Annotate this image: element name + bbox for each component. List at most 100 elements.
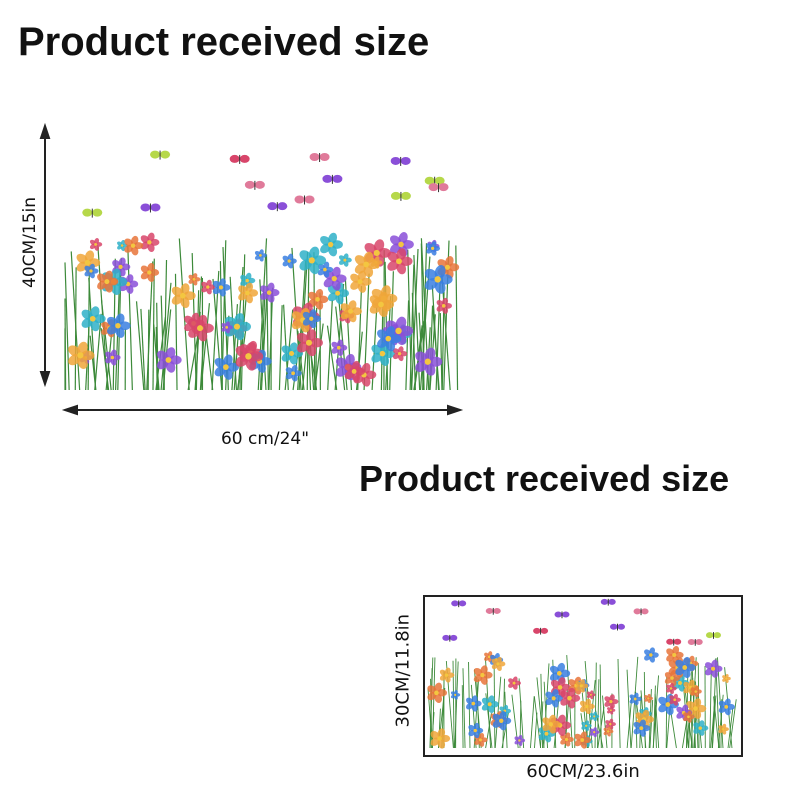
flower [344, 360, 366, 383]
petal [110, 349, 117, 358]
flower [427, 682, 448, 704]
flower [338, 253, 352, 267]
wing [322, 174, 333, 183]
petal [683, 716, 689, 722]
flower [683, 710, 695, 723]
stem [432, 306, 440, 391]
petal [344, 353, 355, 367]
stem [435, 276, 441, 391]
flower [718, 723, 729, 735]
flower-center [424, 358, 431, 365]
petal [188, 274, 195, 280]
flower-center [165, 357, 172, 363]
flower-center [192, 277, 196, 281]
petal [424, 347, 436, 362]
petal [579, 700, 587, 708]
petal [574, 733, 583, 741]
flower [439, 667, 455, 683]
petal [291, 364, 298, 373]
petal [512, 676, 518, 683]
petal [676, 711, 684, 719]
title-small: Product received size [359, 458, 730, 499]
flower [285, 364, 302, 382]
stem [518, 678, 525, 749]
flower [466, 695, 482, 712]
stem [326, 325, 338, 391]
flower-center [104, 279, 110, 285]
flower [212, 278, 231, 297]
width-label-large: 60 cm/24" [220, 429, 310, 449]
flower [260, 282, 280, 303]
flower [124, 235, 144, 256]
flower [675, 656, 696, 679]
petal [390, 235, 402, 246]
wing [140, 203, 151, 212]
petal [105, 356, 113, 364]
title-large: Product received size [18, 20, 430, 64]
flower [320, 232, 343, 257]
flower [450, 690, 461, 700]
flower [633, 719, 651, 737]
petal [214, 357, 227, 369]
petal [560, 697, 570, 706]
flower-center [556, 671, 562, 676]
flower-center [548, 722, 553, 727]
petal [718, 700, 727, 708]
flower [669, 693, 681, 706]
petal [605, 720, 611, 725]
petal [557, 662, 566, 674]
petal [234, 313, 245, 327]
flower-center [335, 290, 341, 296]
petal [331, 341, 339, 349]
flower [722, 674, 731, 683]
flower-center [223, 364, 229, 370]
petal [439, 669, 447, 676]
petal [350, 273, 361, 283]
petal [238, 285, 248, 294]
petal [245, 282, 253, 293]
petal [343, 253, 349, 260]
stem [152, 258, 155, 391]
petal [609, 694, 615, 702]
stem [439, 313, 443, 391]
stem [146, 261, 154, 391]
stem [411, 248, 419, 391]
flower-center [672, 652, 677, 658]
height-label-large: 40CM/15in [20, 196, 40, 288]
flower-center [551, 696, 556, 701]
petal [84, 270, 92, 277]
flower-center [499, 718, 504, 723]
flower-center [487, 655, 491, 659]
petal [427, 691, 437, 701]
petal [454, 690, 458, 695]
petal [542, 717, 552, 726]
petal [340, 310, 351, 320]
petal [690, 687, 696, 693]
flower [331, 339, 348, 356]
petal [589, 731, 595, 736]
petal [491, 663, 499, 670]
stem [462, 668, 466, 749]
petal [357, 270, 367, 282]
wing [82, 208, 93, 217]
flower-center [487, 702, 492, 707]
petal [682, 656, 691, 668]
butterfly [705, 632, 721, 639]
petal [473, 722, 480, 731]
petal [642, 709, 650, 720]
flower [140, 232, 160, 253]
petal [675, 666, 685, 676]
petal [508, 678, 515, 684]
petal [585, 720, 590, 726]
petal [260, 285, 270, 294]
flower-center [385, 335, 392, 342]
petal [84, 250, 95, 263]
petal [568, 679, 577, 687]
flower [468, 722, 484, 739]
petal [221, 322, 227, 328]
flower [508, 676, 521, 690]
wing [244, 180, 255, 189]
petal [607, 709, 611, 714]
petal [107, 316, 119, 327]
stem [533, 696, 542, 749]
